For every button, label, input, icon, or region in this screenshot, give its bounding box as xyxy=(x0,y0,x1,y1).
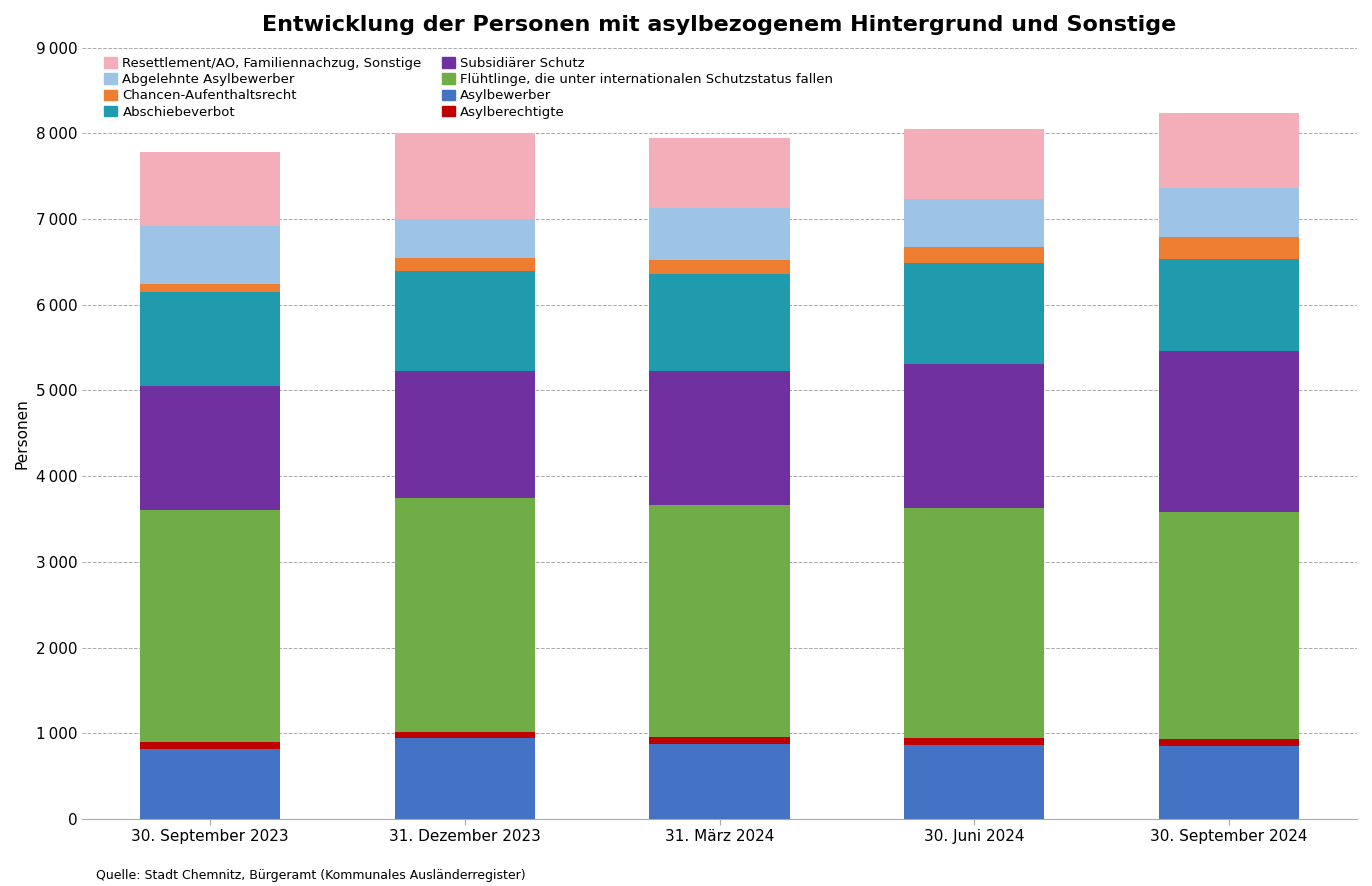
Bar xyxy=(1159,113,1299,188)
Bar xyxy=(904,247,1044,263)
Text: Quelle: Stadt Chemnitz, Bürgeramt (Kommunales Ausländerregister): Quelle: Stadt Chemnitz, Bürgeramt (Kommu… xyxy=(96,868,525,882)
Bar xyxy=(140,742,280,749)
Bar xyxy=(649,208,789,260)
Bar xyxy=(140,291,280,386)
Bar xyxy=(1159,739,1299,746)
Bar xyxy=(395,219,535,259)
Bar xyxy=(649,737,789,743)
Bar xyxy=(140,284,280,291)
Bar xyxy=(395,498,535,732)
Bar xyxy=(1159,352,1299,512)
Bar xyxy=(1159,188,1299,237)
Bar xyxy=(1159,237,1299,259)
Bar xyxy=(395,271,535,370)
Bar xyxy=(395,370,535,498)
Y-axis label: Personen: Personen xyxy=(15,398,30,469)
Bar xyxy=(140,152,280,226)
Bar xyxy=(395,737,535,819)
Bar xyxy=(395,259,535,271)
Bar xyxy=(649,370,789,505)
Bar xyxy=(1159,259,1299,352)
Bar xyxy=(649,260,789,274)
Bar xyxy=(904,745,1044,819)
Bar xyxy=(904,263,1044,364)
Bar xyxy=(140,386,280,510)
Bar xyxy=(904,364,1044,509)
Title: Entwicklung der Personen mit asylbezogenem Hintergrund und Sonstige: Entwicklung der Personen mit asylbezogen… xyxy=(262,15,1177,35)
Bar xyxy=(395,134,535,219)
Bar xyxy=(904,509,1044,738)
Bar xyxy=(904,738,1044,745)
Bar xyxy=(140,510,280,742)
Bar xyxy=(904,198,1044,247)
Legend: Resettlement/AO, Familiennachzug, Sonstige, Abgelehnte Asylbewerber, Chancen-Auf: Resettlement/AO, Familiennachzug, Sonsti… xyxy=(102,54,836,121)
Bar xyxy=(1159,746,1299,819)
Bar xyxy=(649,743,789,819)
Bar xyxy=(649,274,789,370)
Bar xyxy=(140,226,280,284)
Bar xyxy=(1159,512,1299,739)
Bar xyxy=(140,749,280,819)
Bar xyxy=(649,137,789,208)
Bar xyxy=(395,732,535,737)
Bar xyxy=(904,129,1044,198)
Bar xyxy=(649,505,789,737)
